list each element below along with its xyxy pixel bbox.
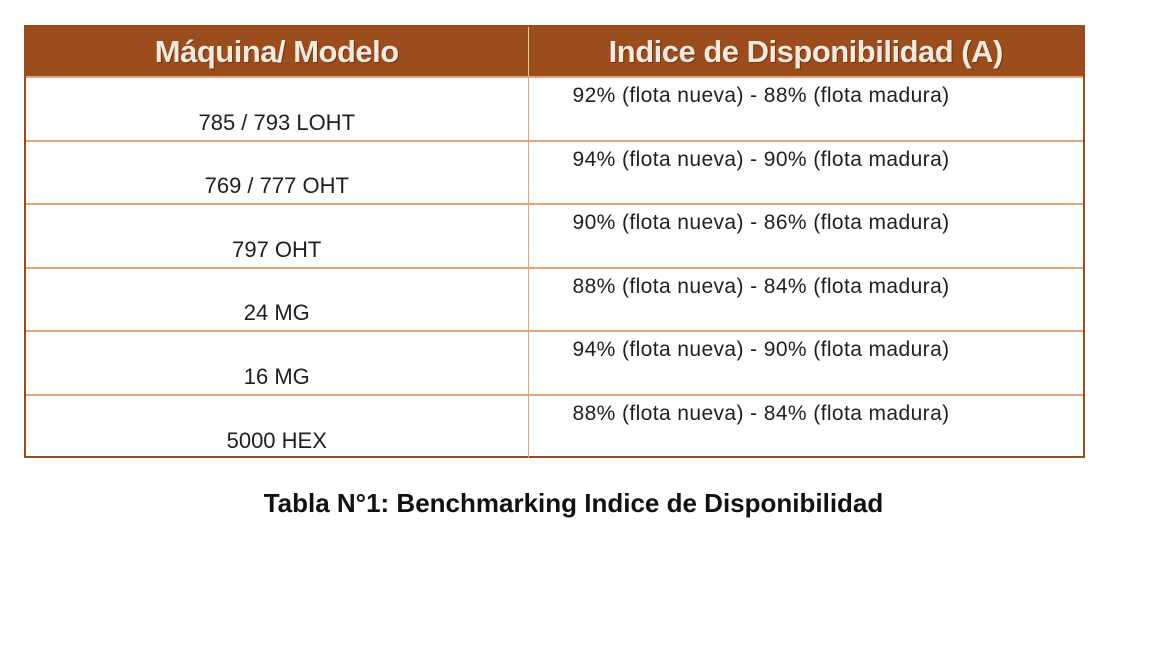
- header-availability-index: Indice de Disponibilidad (A): [608, 33, 1004, 69]
- header-machine-model: Máquina/ Modelo: [26, 27, 529, 77]
- availability-cell: 88% (flota nueva) - 84% (flota madura): [528, 393, 1083, 458]
- table-body: 785 / 793 LOHT 92% (flota nueva) - 88% (…: [26, 76, 1083, 458]
- availability-cell: 94% (flota nueva) - 90% (flota madura): [528, 139, 1083, 204]
- header-row: Máquina/ Modelo Indice de Disponibilidad…: [26, 27, 1083, 77]
- availability-cell: 90% (flota nueva) - 86% (flota madura): [528, 203, 1083, 268]
- table-row: 797 OHT 90% (flota nueva) - 86% (flota m…: [26, 203, 1083, 268]
- availability-cell: 92% (flota nueva) - 88% (flota madura): [528, 76, 1083, 141]
- table-row: 24 MG 88% (flota nueva) - 84% (flota mad…: [26, 266, 1083, 331]
- table-row: 5000 HEX 88% (flota nueva) - 84% (flota …: [26, 393, 1083, 458]
- table-caption: Tabla N°1: Benchmarking Indice de Dispon…: [263, 488, 884, 518]
- table-row: 769 / 777 OHT 94% (flota nueva) - 90% (f…: [26, 139, 1083, 204]
- model-cell: 769 / 777 OHT: [26, 139, 529, 204]
- benchmark-table: Máquina/ Modelo Indice de Disponibilidad…: [24, 25, 1085, 458]
- table-header: Máquina/ Modelo Indice de Disponibilidad…: [26, 27, 1083, 77]
- availability-table: Máquina/ Modelo Indice de Disponibilidad…: [26, 27, 1083, 458]
- table-row: 16 MG 94% (flota nueva) - 90% (flota mad…: [26, 330, 1083, 395]
- table-row: 785 / 793 LOHT 92% (flota nueva) - 88% (…: [26, 76, 1083, 141]
- availability-cell: 94% (flota nueva) - 90% (flota madura): [528, 330, 1083, 395]
- model-cell: 785 / 793 LOHT: [26, 76, 529, 141]
- model-cell: 797 OHT: [26, 203, 529, 268]
- availability-cell: 88% (flota nueva) - 84% (flota madura): [528, 266, 1083, 331]
- model-cell: 24 MG: [26, 266, 529, 331]
- model-cell: 16 MG: [26, 330, 529, 395]
- model-cell: 5000 HEX: [26, 393, 529, 458]
